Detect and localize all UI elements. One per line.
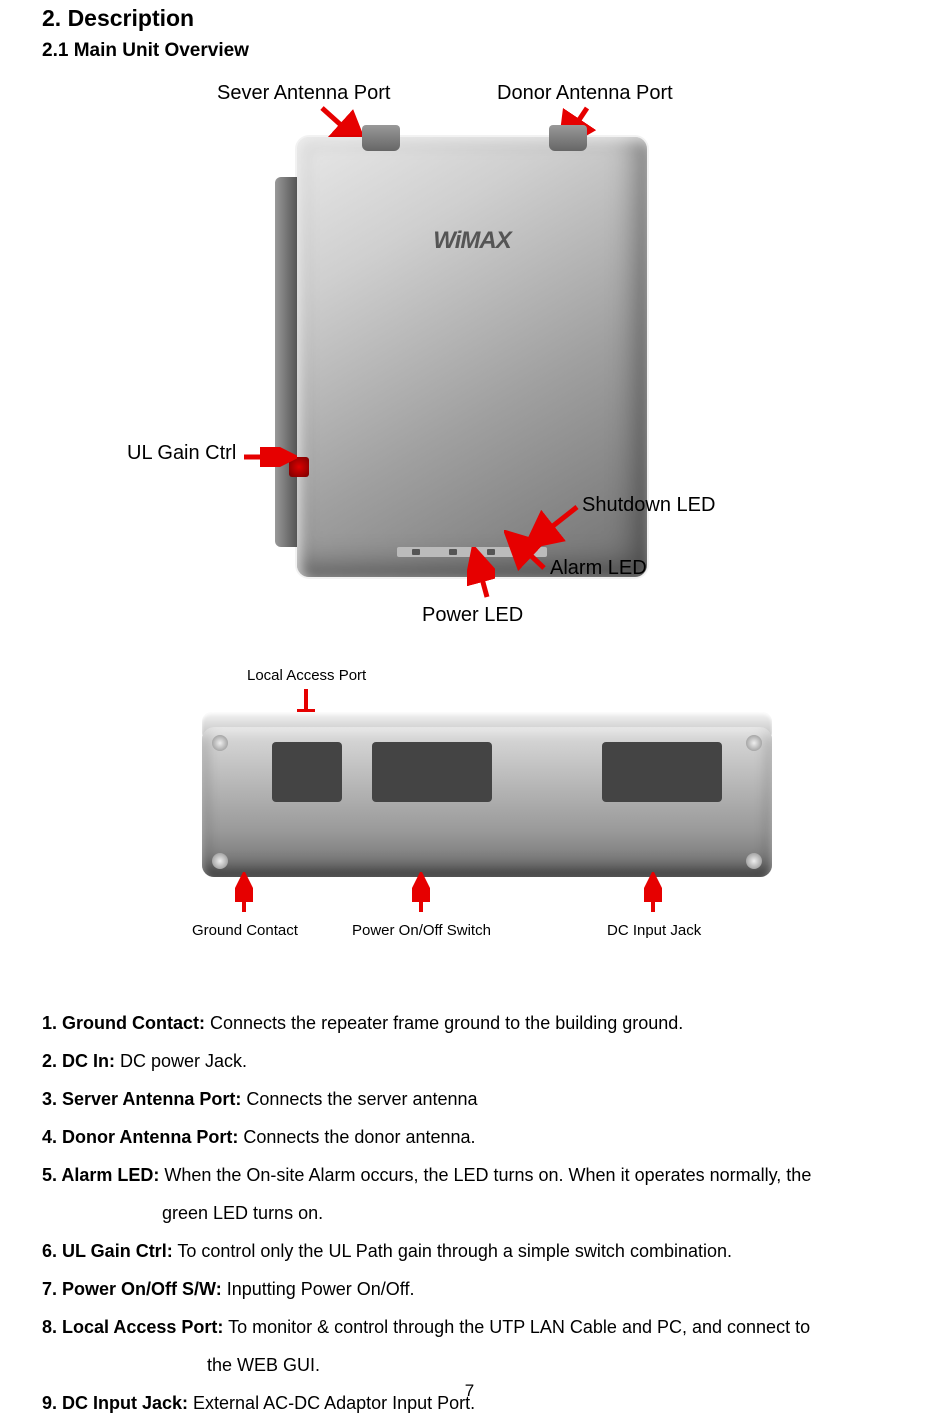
desc-item-5-cont: green LED turns on. — [42, 1195, 897, 1231]
label-power-switch: Power On/Off Switch — [352, 922, 491, 939]
arrow-icon — [412, 872, 430, 917]
subsection-title: 2.1 Main Unit Overview — [42, 40, 897, 62]
label-power-led: Power LED — [422, 604, 523, 627]
arrow-icon — [467, 547, 495, 602]
desc-item-1: 1. Ground Contact: Connects the repeater… — [42, 1005, 897, 1041]
local-access-port-panel — [272, 742, 342, 802]
label-donor-antenna: Donor Antenna Port — [497, 82, 673, 105]
desc-item-5: 5. Alarm LED: When the On-site Alarm occ… — [42, 1157, 897, 1193]
desc-item-7: 7. Power On/Off S/W: Inputting Power On/… — [42, 1271, 897, 1307]
page-number: 7 — [0, 1381, 939, 1401]
label-ground-contact: Ground Contact — [192, 922, 298, 939]
power-switch-panel — [372, 742, 492, 802]
description-list: 1. Ground Contact: Connects the repeater… — [42, 1005, 897, 1421]
desc-item-2: 2. DC In: DC power Jack. — [42, 1043, 897, 1079]
section-title: 2. Description — [42, 5, 897, 32]
arrow-icon — [504, 530, 549, 572]
label-local-access: Local Access Port — [247, 667, 366, 684]
desc-item-3: 3. Server Antenna Port: Connects the ser… — [42, 1081, 897, 1117]
port-server-antenna — [362, 125, 400, 151]
figure-main-unit-front: Sever Antenna Port Donor Antenna Port Wi… — [42, 82, 897, 637]
document-page: 2. Description 2.1 Main Unit Overview Se… — [0, 0, 939, 1413]
label-alarm-led: Alarm LED — [550, 557, 647, 580]
label-shutdown-led: Shutdown LED — [582, 494, 715, 517]
arrow-icon — [235, 872, 253, 917]
label-ul-gain: UL Gain Ctrl — [127, 442, 236, 465]
figure-main-unit-bottom: Local Access Port Ground Contact Power O… — [42, 647, 897, 967]
arrow-icon — [644, 872, 662, 917]
desc-item-8-cont: the WEB GUI. — [42, 1347, 897, 1383]
label-sever-antenna: Sever Antenna Port — [217, 82, 390, 105]
port-donor-antenna — [549, 125, 587, 151]
desc-item-6: 6. UL Gain Ctrl: To control only the UL … — [42, 1233, 897, 1269]
dc-input-panel — [602, 742, 722, 802]
label-dc-input: DC Input Jack — [607, 922, 701, 939]
desc-item-4: 4. Donor Antenna Port: Connects the dono… — [42, 1119, 897, 1155]
arrow-icon — [242, 447, 297, 467]
device-logo: WiMAX — [433, 227, 510, 255]
device-hinge — [275, 177, 297, 547]
desc-item-8: 8. Local Access Port: To monitor & contr… — [42, 1309, 897, 1345]
